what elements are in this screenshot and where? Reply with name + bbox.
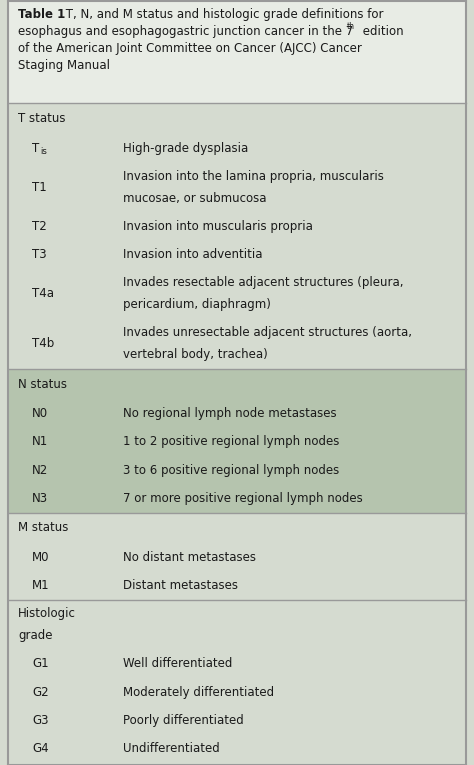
Text: edition: edition (359, 25, 404, 38)
Bar (8, 319, 466, 369)
Text: T4a: T4a (32, 288, 54, 301)
Bar (8, 543, 466, 571)
Text: is: is (40, 147, 47, 155)
Text: grade: grade (18, 630, 53, 643)
Text: N status: N status (18, 378, 67, 391)
Text: Moderately differentiated: Moderately differentiated (123, 685, 274, 698)
Bar (8, 399, 466, 428)
Text: th: th (347, 22, 355, 31)
Bar (8, 734, 466, 763)
Text: Table 1: Table 1 (18, 8, 65, 21)
Bar (8, 269, 466, 319)
Text: mucosae, or submucosa: mucosae, or submucosa (123, 192, 266, 205)
Text: Distant metastases: Distant metastases (123, 579, 238, 592)
Text: Undifferentiated: Undifferentiated (123, 742, 220, 755)
Text: Poorly differentiated: Poorly differentiated (123, 714, 244, 727)
Text: No regional lymph node metastases: No regional lymph node metastases (123, 407, 337, 420)
Bar (8, 0, 466, 103)
Text: T4b: T4b (32, 337, 54, 350)
Text: T status: T status (18, 112, 65, 125)
Text: esophagus and esophagogastric junction cancer in the 7: esophagus and esophagogastric junction c… (18, 25, 353, 38)
Text: of the American Joint Committee on Cancer (AJCC) Cancer: of the American Joint Committee on Cance… (18, 42, 362, 55)
Text: 1 to 2 positive regional lymph nodes: 1 to 2 positive regional lymph nodes (123, 435, 339, 448)
Text: N1: N1 (32, 435, 48, 448)
Text: T2: T2 (32, 220, 47, 233)
Text: T: T (32, 142, 39, 155)
Text: G4: G4 (32, 742, 49, 755)
Text: High-grade dysplasia: High-grade dysplasia (123, 142, 248, 155)
Text: Invasion into the lamina propria, muscularis: Invasion into the lamina propria, muscul… (123, 170, 384, 183)
Text: G2: G2 (32, 685, 49, 698)
Bar (8, 600, 466, 649)
Bar (8, 571, 466, 600)
Text: 3 to 6 positive regional lymph nodes: 3 to 6 positive regional lymph nodes (123, 464, 339, 477)
Text: Staging Manual: Staging Manual (18, 59, 110, 72)
Bar (8, 678, 466, 706)
Text: M status: M status (18, 522, 68, 535)
Text: Invasion into muscularis propria: Invasion into muscularis propria (123, 220, 313, 233)
Bar (8, 706, 466, 734)
Bar (8, 456, 466, 484)
Text: M1: M1 (32, 579, 50, 592)
Text: No distant metastases: No distant metastases (123, 551, 256, 564)
Text: T1: T1 (32, 181, 47, 194)
Text: N0: N0 (32, 407, 48, 420)
Bar (8, 428, 466, 456)
Bar (8, 513, 466, 543)
Text: G1: G1 (32, 657, 49, 670)
Text: M0: M0 (32, 551, 49, 564)
Bar (8, 484, 466, 513)
Text: N2: N2 (32, 464, 48, 477)
Bar (8, 369, 466, 399)
Text: 7 or more positive regional lymph nodes: 7 or more positive regional lymph nodes (123, 492, 363, 505)
Text: Invades resectable adjacent structures (pleura,: Invades resectable adjacent structures (… (123, 276, 403, 289)
Bar (8, 134, 466, 162)
Text: G3: G3 (32, 714, 48, 727)
Bar (8, 212, 466, 240)
Text: pericardium, diaphragm): pericardium, diaphragm) (123, 298, 271, 311)
Bar (8, 103, 466, 134)
Text: Invades unresectable adjacent structures (aorta,: Invades unresectable adjacent structures… (123, 327, 412, 340)
Text: Histologic: Histologic (18, 607, 76, 620)
Text: T3: T3 (32, 248, 46, 261)
Text: Invasion into adventitia: Invasion into adventitia (123, 248, 263, 261)
Text: T, N, and M status and histologic grade definitions for: T, N, and M status and histologic grade … (62, 8, 383, 21)
Bar (8, 162, 466, 212)
Text: Well differentiated: Well differentiated (123, 657, 232, 670)
Bar (8, 240, 466, 269)
Text: vertebral body, trachea): vertebral body, trachea) (123, 349, 268, 362)
Bar (8, 649, 466, 678)
Text: N3: N3 (32, 492, 48, 505)
